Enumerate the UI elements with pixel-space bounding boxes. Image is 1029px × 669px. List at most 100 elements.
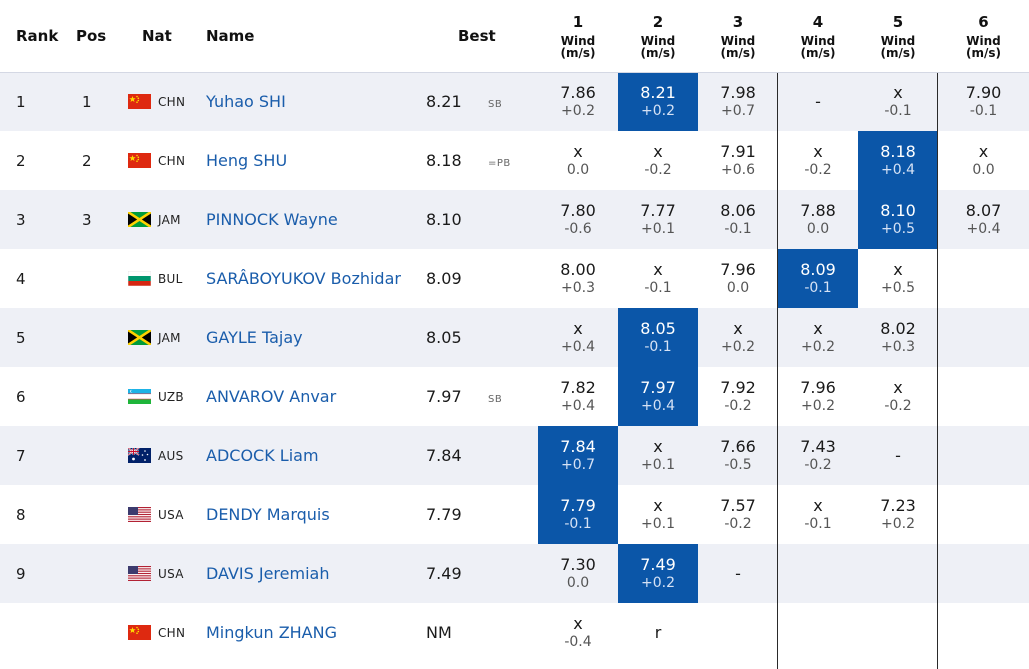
attempt-4-cell [778, 603, 858, 662]
best-mark: 8.10 [426, 210, 462, 229]
wind-unit: (m/s) [800, 45, 836, 60]
nat-cell: USA [126, 544, 206, 603]
attempt-1-cell: 7.86 +0.2 [538, 72, 618, 131]
attempt-mark: x [573, 613, 583, 633]
attempt-6-cell [938, 367, 1029, 426]
attempt-wind: -0.1 [564, 515, 592, 532]
athlete-name-link[interactable]: DAVIS Jeremiah [206, 564, 330, 583]
attempt-mark: 7.84 [560, 436, 596, 456]
athlete-name-cell: Heng SHU [206, 131, 426, 190]
athlete-name-link[interactable]: ADCOCK Liam [206, 446, 319, 465]
attempt-mark: 7.82 [560, 377, 596, 397]
pos-cell: 2 [82, 151, 92, 170]
column-divider-6 [937, 73, 938, 669]
attempt-number: 2 [652, 12, 664, 31]
uzbekistan-flag-icon [128, 389, 151, 404]
record-tag: =PB [488, 157, 511, 169]
attempt-wind: +0.2 [641, 574, 675, 591]
pos-cell [72, 249, 126, 308]
nat-code: BUL [158, 271, 183, 286]
record-tag-cell: SB [488, 72, 538, 131]
table-row[interactable]: 5 JAM GAYLE Tajay 8.05 x +0.4 8.05 -0.1 x +0.2 x +0… [0, 308, 1029, 367]
athlete-name-link[interactable]: GAYLE Tajay [206, 328, 303, 347]
wind-unit: (m/s) [880, 45, 916, 60]
attempt-mark: 7.97 [640, 377, 676, 397]
best-mark: 8.21 [426, 92, 462, 112]
china-flag-icon [128, 94, 151, 110]
record-tag-cell [488, 544, 538, 603]
attempt-5-cell: x +0.5 [858, 249, 938, 308]
table-row[interactable]: 1 1 CHN Yuhao SHI 8.21 SB 7.86 +0.2 8.21 +0.2 7.98… [0, 72, 1029, 131]
header-best[interactable]: Best [426, 0, 538, 73]
header-attempt-5[interactable]: 5 Wind (m/s) [858, 0, 938, 73]
australia-flag-icon [128, 448, 151, 463]
athlete-name-cell: DAVIS Jeremiah [206, 544, 426, 603]
table-row[interactable]: CHN Mingkun ZHANG NM x -0.4 r [0, 603, 1029, 662]
attempt-mark: x [813, 495, 823, 515]
athlete-name-cell: GAYLE Tajay [206, 308, 426, 367]
header-attempt-3[interactable]: 3 Wind (m/s) [698, 0, 778, 73]
attempt-wind: 0.0 [972, 161, 995, 178]
record-tag-cell: SB [488, 367, 538, 426]
nat-code: JAM [158, 212, 181, 227]
results-body: 1 1 CHN Yuhao SHI 8.21 SB 7.86 +0.2 8.21 +0.2 7.98… [0, 72, 1029, 662]
wind-unit: (m/s) [966, 45, 1001, 60]
nat-cell: JAM [126, 190, 206, 249]
header-attempt-2[interactable]: 2 Wind (m/s) [618, 0, 698, 73]
rank-cell: 7 [16, 446, 26, 465]
attempt-3-cell: 7.66 -0.5 [698, 426, 778, 485]
table-row[interactable]: 2 2 CHN Heng SHU 8.18 =PB x 0.0 x -0.2 7.91 +0.6 x -0… [0, 131, 1029, 190]
header-nat[interactable]: Nat [126, 0, 206, 73]
attempt-wind: +0.6 [721, 161, 755, 178]
table-row[interactable]: 4 BUL SARÂBOYUKOV Bozhidar 8.09 8.00 +0.3 x -0.… [0, 249, 1029, 308]
athlete-name-link[interactable]: DENDY Marquis [206, 505, 330, 524]
attempt-5-cell [858, 544, 938, 603]
header-pos[interactable]: Pos [72, 0, 126, 73]
attempt-mark: 8.02 [880, 318, 916, 338]
athlete-name-link[interactable]: PINNOCK Wayne [206, 210, 338, 229]
athlete-name-link[interactable]: Yuhao SHI [206, 92, 286, 112]
attempt-mark: x [653, 259, 663, 279]
nat-cell: CHN [126, 131, 206, 190]
wind-unit: (m/s) [560, 45, 596, 60]
wind-label: Wind [720, 33, 756, 48]
attempt-wind: -0.1 [724, 220, 752, 237]
best-mark: 8.05 [426, 328, 462, 347]
attempt-4-cell: x +0.2 [778, 308, 858, 367]
nat-code: UZB [158, 389, 184, 404]
attempt-6-cell: 7.90 -0.1 [938, 72, 1029, 131]
header-attempt-4[interactable]: 4 Wind (m/s) [778, 0, 858, 73]
header-rank[interactable]: Rank [0, 0, 72, 73]
attempt-mark: x [653, 436, 663, 456]
attempt-5-cell: x -0.1 [858, 72, 938, 131]
table-row[interactable]: 8 USA DENDY Marquis 7.79 7.79 -0.1 x +0.1 7.57 -0… [0, 485, 1029, 544]
pos-cell [72, 603, 126, 662]
athlete-name-cell: Yuhao SHI [206, 72, 426, 131]
rank-cell: 3 [16, 210, 26, 229]
athlete-name-link[interactable]: Mingkun ZHANG [206, 623, 337, 642]
best-mark: 7.84 [426, 446, 462, 465]
attempt-2-cell: x -0.2 [618, 131, 698, 190]
attempt-wind: -0.5 [724, 456, 752, 473]
header-attempt-6[interactable]: 6 Wind (m/s) [938, 0, 1029, 73]
attempt-3-cell: 7.98 +0.7 [698, 72, 778, 131]
best-mark: 8.18 [426, 151, 462, 170]
best-mark: 7.97 [426, 387, 462, 406]
table-row[interactable]: 3 3 JAM PINNOCK Wayne 8.10 7.80 -0.6 7.77 +0.1 8.… [0, 190, 1029, 249]
attempt-5-cell: 8.18 +0.4 [858, 131, 938, 190]
attempt-wind: 0.0 [806, 220, 830, 237]
header-attempt-1[interactable]: 1 Wind (m/s) [538, 0, 618, 73]
athlete-name-link[interactable]: ANVAROV Anvar [206, 387, 337, 406]
table-row[interactable]: 6 UZB ANVAROV Anvar 7.97 SB 7.82 +0.4 7.97 +0.4 7… [0, 367, 1029, 426]
table-row[interactable]: 9 USA DAVIS Jeremiah 7.49 7.30 0.0 7.49 +0.2- [0, 544, 1029, 603]
header-name[interactable]: Name [206, 0, 426, 73]
attempt-6-cell: 8.07 +0.4 [938, 190, 1029, 249]
athlete-name-link[interactable]: SARÂBOYUKOV Bozhidar [206, 269, 401, 288]
table-row[interactable]: 7 AUS ADCOCK Liam 7.84 7.84 +0.7 x +0.1 7.66 -0.5… [0, 426, 1029, 485]
best-mark: 7.79 [426, 505, 462, 524]
attempt-3-cell: 7.57 -0.2 [698, 485, 778, 544]
attempt-wind: +0.7 [561, 456, 595, 473]
attempt-mark: 7.98 [720, 82, 756, 102]
athlete-name-link[interactable]: Heng SHU [206, 151, 288, 170]
